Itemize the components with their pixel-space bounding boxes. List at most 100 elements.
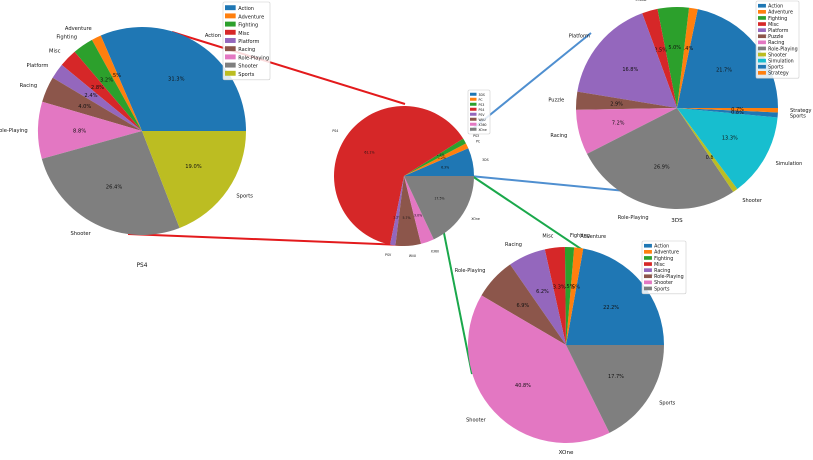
legend-swatch	[225, 30, 236, 35]
legend-swatch	[470, 108, 477, 111]
legend-label-fighting: Fighting	[238, 23, 258, 29]
legend-swatch	[644, 287, 652, 291]
legend-swatch	[758, 34, 766, 38]
slice-category-label: PS3	[473, 134, 479, 138]
slice-percent-label: 3.2%	[100, 77, 113, 83]
legend-swatch	[225, 38, 236, 43]
slice-category-label: Sports	[659, 401, 675, 407]
slice-category-label: Misc	[49, 49, 61, 55]
slice-category-label: Strategy	[790, 108, 811, 114]
slice-percent-label: 40.8%	[515, 383, 531, 389]
slice-percent-label: 17.5%	[434, 197, 444, 201]
slice-percent-label: 5.0%	[668, 45, 681, 51]
slice-percent-label: 6.3%	[441, 166, 449, 170]
legend-label-fighting: Fighting	[654, 256, 673, 262]
legend-swatch	[225, 54, 236, 59]
legend-swatch	[470, 93, 477, 96]
slice-category-label: Action	[205, 33, 221, 39]
slice-category-label: 3DS	[482, 158, 489, 162]
slice-category-label: Racing	[20, 83, 38, 89]
slice-percent-label: 26.9%	[654, 164, 670, 170]
legend-swatch	[758, 53, 766, 57]
legend-label-action: Action	[238, 6, 254, 12]
slice-percent-label: 31.3%	[168, 77, 185, 83]
slice-percent-label: 5.7%	[403, 216, 411, 220]
legend-label-sports: Sports	[654, 286, 670, 292]
legend-swatch	[644, 274, 652, 278]
slice-category-label: Role-Playing	[455, 268, 486, 274]
slice-percent-label: 4.0%	[78, 104, 91, 110]
slice-category-label: Fighting	[56, 35, 77, 41]
legend-label-ps4: PS4	[479, 108, 485, 112]
pie-title: XOne	[559, 450, 574, 456]
slice-percent-label: 22.2%	[603, 305, 619, 311]
slice-percent-label: 0.7%	[731, 107, 744, 113]
pie-chart-3ds: 21.7%Action1.4%Adventure5.0%Fighting2.5%…	[548, 0, 811, 224]
legend-label-misc: Misc	[768, 22, 779, 28]
legend-swatch	[470, 123, 477, 126]
legend-label-racing: Racing	[768, 40, 784, 46]
slice-category-label: Simulation	[776, 161, 803, 167]
slice-category-label: Fighting	[570, 233, 590, 239]
slice-percent-label: 2.8%	[91, 85, 104, 91]
legend-swatch	[225, 5, 236, 10]
legend-label-platform: Platform	[238, 39, 259, 45]
slice-category-label: Racing	[550, 133, 567, 139]
legend-swatch	[225, 22, 236, 27]
legend-swatch	[225, 63, 236, 68]
slice-percent-label: 61.1%	[364, 150, 374, 154]
slice-category-label: Misc	[635, 0, 646, 3]
legend-swatch	[758, 71, 766, 75]
legend-swatch	[470, 118, 477, 121]
legend-swatch	[758, 41, 766, 45]
legend-label-wiiu: WiiU	[479, 118, 486, 122]
slice-category-label: Role-Playing	[618, 215, 649, 221]
slice-category-label: Shooter	[466, 418, 486, 424]
legend-label-role-playing: Role-Playing	[238, 55, 269, 61]
slice-percent-label: 21.7%	[716, 68, 732, 74]
slice-category-label: PC	[476, 140, 481, 144]
legend-label-strategy: Strategy	[768, 71, 789, 77]
slice-category-label: Shooter	[70, 231, 91, 237]
connector-line	[128, 234, 403, 245]
legend: ActionAdventureFightingMiscPlatformRacin…	[223, 2, 270, 80]
pie-title: 3DS	[671, 218, 683, 224]
legend-swatch	[758, 28, 766, 32]
legend-swatch	[644, 281, 652, 285]
slice-percent-label: 3.3%	[553, 284, 566, 290]
slice-percent-label: 2.9%	[610, 101, 623, 107]
legend-swatch	[470, 113, 477, 116]
legend-swatch	[470, 103, 477, 106]
legend-label-x360: X360	[479, 123, 487, 127]
legend-label-misc: Misc	[654, 262, 665, 268]
legend-label-psv: PSV	[479, 113, 486, 117]
slice-category-label: Racing	[505, 242, 522, 248]
legend-label-action: Action	[768, 4, 783, 10]
legend-swatch	[644, 262, 652, 266]
slice-category-label: PSV	[385, 253, 392, 257]
slice-category-label: Sports	[236, 193, 253, 199]
slice-percent-label: 19.0%	[185, 164, 202, 170]
legend-label-platform: Platform	[768, 28, 789, 34]
legend-label-adventure: Adventure	[654, 250, 679, 256]
slice-category-label: Puzzle	[548, 98, 564, 104]
legend: ActionAdventureFightingMiscPlatformPuzzl…	[756, 1, 799, 78]
legend-label-shooter: Shooter	[654, 280, 673, 286]
slice-category-label: X360	[431, 249, 439, 253]
legend-swatch	[758, 47, 766, 51]
slice-percent-label: 8.8%	[73, 128, 86, 134]
legend-label-role-playing: Role-Playing	[654, 274, 684, 280]
legend-label-shooter: Shooter	[768, 52, 787, 58]
slice-percent-label: 16.8%	[622, 67, 638, 73]
legend-swatch	[225, 71, 236, 76]
legend-swatch	[644, 250, 652, 254]
legend-label-3ds: 3DS	[479, 93, 485, 97]
pie-chart-ps4: 31.3%Action1.5%Adventure3.2%Fighting2.8%…	[0, 2, 270, 269]
legend-swatch	[758, 22, 766, 26]
slice-category-label: WiiU	[409, 254, 417, 258]
pie-chart-xone: 22.2%Action1.5%Adventure1.5%Fighting3.3%…	[455, 233, 686, 456]
legend-label-adventure: Adventure	[238, 14, 264, 20]
slice-category-label: Adventure	[65, 26, 92, 32]
pie-chart-platforms: 6.3%3DS1.2%PC1.2%PS361.1%PS41.2%PSV5.7%W…	[332, 90, 490, 258]
